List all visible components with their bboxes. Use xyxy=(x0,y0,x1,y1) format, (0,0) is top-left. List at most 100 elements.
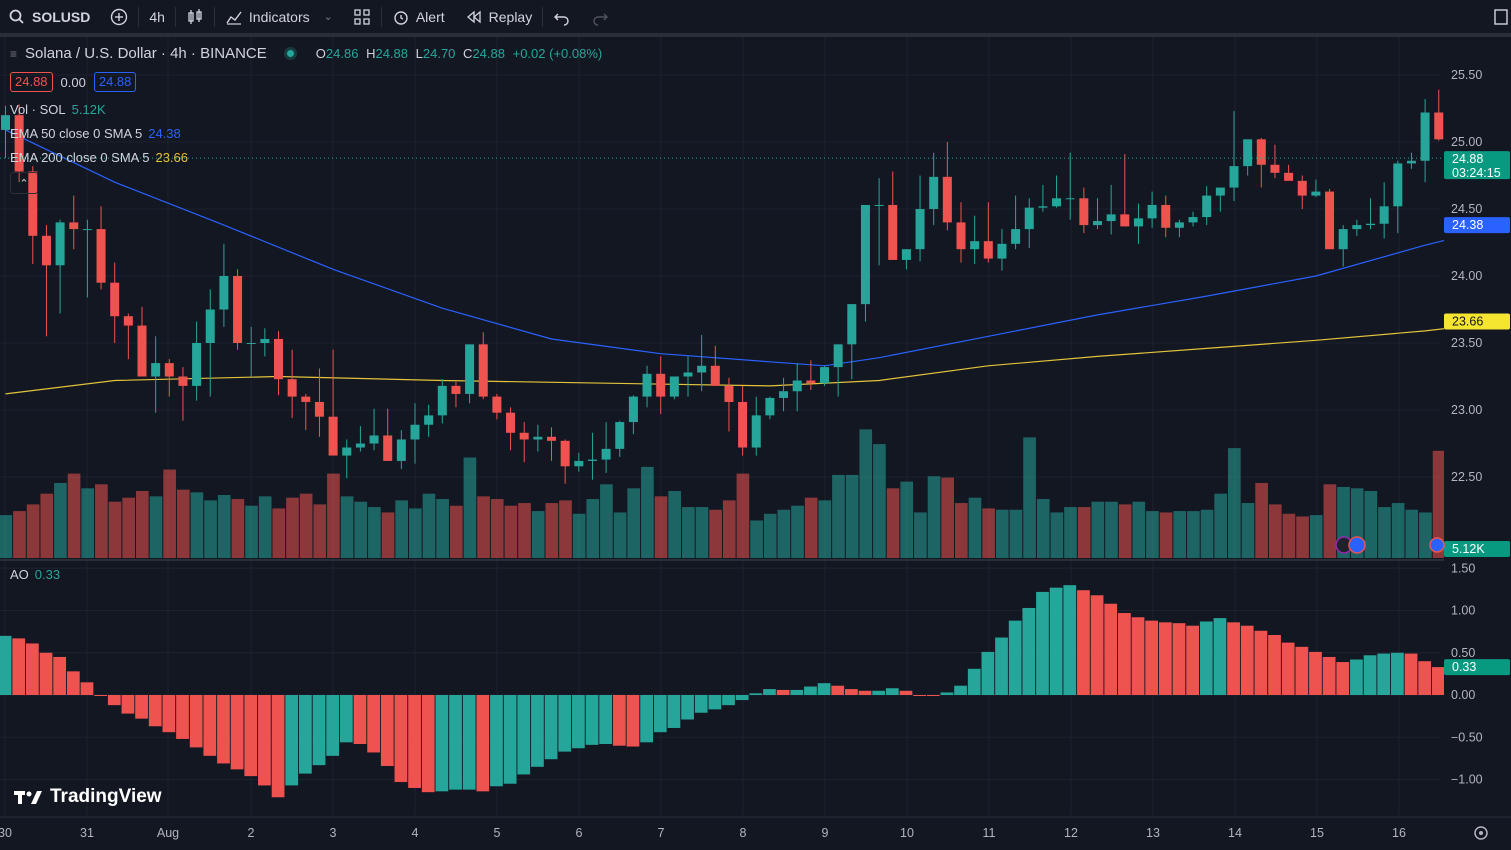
candle-body xyxy=(847,304,857,345)
ao-bar xyxy=(858,690,872,695)
gear-icon[interactable] xyxy=(1474,826,1488,840)
us-flag-event-icon xyxy=(1429,537,1445,553)
time-axis-label: Aug xyxy=(157,826,179,840)
ao-bar xyxy=(1118,613,1131,695)
separator xyxy=(380,6,382,27)
candle-body xyxy=(1393,163,1403,207)
undo-button[interactable] xyxy=(543,0,581,33)
ask-button[interactable]: 24.88 xyxy=(93,72,137,92)
candle-body xyxy=(1243,139,1253,167)
chart-canvas[interactable]: 25.5025.0024.5024.0023.5023.0022.501.501… xyxy=(0,37,1511,850)
ao-bar xyxy=(1090,595,1104,695)
candle xyxy=(314,368,324,437)
ao-bar xyxy=(435,695,449,792)
ao-bar xyxy=(940,692,954,695)
indicators-button[interactable]: Indicators ⌄ xyxy=(215,0,343,33)
tradingview-logo[interactable]: TradingView xyxy=(14,786,162,808)
volume-bar xyxy=(13,511,26,558)
ao-bar xyxy=(1322,656,1336,695)
candle-body xyxy=(601,448,611,460)
ao-bar xyxy=(217,695,230,764)
candle-body xyxy=(738,401,748,448)
candle xyxy=(820,365,829,386)
compare-button[interactable] xyxy=(100,0,138,33)
ao-bar xyxy=(1391,652,1404,695)
layouts-button[interactable] xyxy=(343,0,381,33)
tradingview-wordmark: TradingView xyxy=(50,786,162,807)
ao-bar xyxy=(26,643,39,695)
candles xyxy=(1,89,1471,484)
chevron-down-icon[interactable]: ⌄ xyxy=(323,11,333,23)
candle-body xyxy=(274,338,283,380)
candle xyxy=(574,452,584,472)
volume-bar xyxy=(818,500,832,558)
volume-bar xyxy=(40,493,54,558)
volume-bar xyxy=(299,493,313,558)
candle xyxy=(178,367,188,421)
close-label: C xyxy=(463,46,473,61)
candle xyxy=(410,403,420,464)
ao-bar xyxy=(1022,607,1036,695)
time-axis-label: 15 xyxy=(1310,826,1324,840)
volume-bar xyxy=(955,503,968,558)
change-value: +0.02 (+0.08%) xyxy=(512,46,603,61)
ao-bar xyxy=(135,695,148,719)
bid-button[interactable]: 24.88 xyxy=(10,72,53,92)
candle xyxy=(1093,198,1102,230)
ao-bar xyxy=(1254,630,1268,695)
fullscreen-button[interactable] xyxy=(1481,0,1511,33)
candle xyxy=(478,332,488,400)
collapse-legend-button[interactable]: ⌃ xyxy=(10,172,38,194)
chart-type-button[interactable] xyxy=(176,0,214,33)
volume-bar xyxy=(422,493,436,558)
ao-bar xyxy=(285,695,299,786)
redo-button[interactable] xyxy=(581,0,619,33)
time-axis-label: 3 xyxy=(330,826,337,840)
candle xyxy=(164,359,174,397)
last-price-tag-text: 24.88 xyxy=(1452,152,1483,166)
volume-bar xyxy=(968,497,982,558)
candle-body xyxy=(642,373,652,397)
candle xyxy=(533,424,543,452)
time-axis-label: 7 xyxy=(658,826,665,840)
ao-bar xyxy=(667,695,681,728)
candle-body xyxy=(1024,207,1034,230)
chart-area[interactable]: 25.50 25.00 24.50 24.00 23.50 23.00 22.50 1.50 1… xyxy=(0,37,1511,850)
candle-body xyxy=(328,416,338,456)
candle-body xyxy=(151,363,161,377)
candle xyxy=(1366,198,1375,230)
volume-bar xyxy=(340,496,354,558)
ao-bar xyxy=(845,689,858,695)
replay-button[interactable]: Replay xyxy=(455,0,543,33)
ao-bar xyxy=(899,690,913,695)
ao-bar xyxy=(572,695,585,749)
volume-bar xyxy=(26,504,40,558)
ao-bar xyxy=(203,695,217,756)
ao-axis-label: 0.50 xyxy=(1451,646,1475,660)
volume-bar xyxy=(381,512,395,558)
chart-settings-icon[interactable]: ≡ xyxy=(10,46,18,61)
ao-bar xyxy=(94,695,107,696)
symbol-search[interactable]: SOLUSD xyxy=(0,0,100,33)
ao-bar xyxy=(872,690,886,695)
symbol-label: SOLUSD xyxy=(32,8,91,25)
ao-bar xyxy=(1036,591,1049,695)
alert-button[interactable]: Alert xyxy=(382,0,455,33)
volume-bar xyxy=(1323,484,1337,558)
volume-bar xyxy=(586,499,600,558)
candle xyxy=(792,363,802,412)
candle-body xyxy=(860,204,870,305)
candle xyxy=(765,396,775,420)
price-axis-label: 23.00 xyxy=(1451,403,1482,417)
interval-button[interactable]: 4h xyxy=(139,0,175,33)
candle xyxy=(383,408,393,461)
ao-bar xyxy=(913,695,926,696)
volume-bar xyxy=(1009,509,1023,558)
candle-body xyxy=(806,380,816,384)
volume-bar xyxy=(695,507,709,558)
candle-body xyxy=(560,440,570,467)
volume-bar xyxy=(1391,503,1405,558)
candle xyxy=(1325,188,1335,250)
volume-bars xyxy=(0,429,1500,558)
ao-bar xyxy=(53,656,67,695)
